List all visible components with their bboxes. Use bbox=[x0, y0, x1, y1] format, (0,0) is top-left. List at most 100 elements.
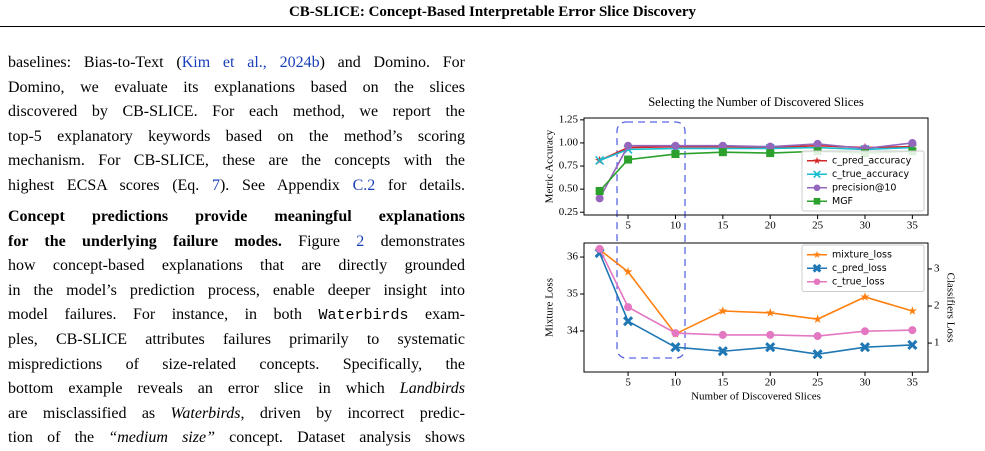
marker bbox=[624, 141, 633, 150]
x-tick-label: 20 bbox=[765, 220, 777, 232]
x-tick-label: 30 bbox=[859, 377, 871, 389]
y-tick-label: 1.00 bbox=[559, 136, 579, 148]
text: Figure bbox=[281, 232, 357, 250]
text-line: Domino, we evaluate its explanations bas… bbox=[8, 78, 465, 96]
text: Landbirds bbox=[399, 380, 465, 398]
marker bbox=[813, 314, 823, 324]
text: baselines: Bias-to-Text ( bbox=[8, 54, 182, 71]
marker bbox=[812, 349, 823, 360]
marker bbox=[813, 332, 822, 341]
y-tick-label: 0.50 bbox=[559, 183, 579, 195]
marker bbox=[766, 330, 775, 339]
marker bbox=[718, 148, 727, 157]
legend-label: MGF bbox=[832, 196, 853, 207]
x-tick-label: 10 bbox=[670, 220, 682, 232]
y-tick-label: 36 bbox=[567, 251, 579, 263]
series-line bbox=[599, 146, 913, 162]
x-tick-label: 5 bbox=[625, 220, 631, 232]
x-tick-label: 25 bbox=[812, 377, 824, 389]
text: for the underlying failure modes. bbox=[8, 232, 282, 250]
x-tick-label: 20 bbox=[765, 377, 777, 389]
text-line: in the model’s prediction process, enabl… bbox=[8, 281, 465, 299]
legend-box bbox=[801, 150, 925, 212]
series-line bbox=[598, 248, 913, 337]
figure-link[interactable]: 2 bbox=[356, 232, 365, 250]
legend-label: c_true_loss bbox=[832, 276, 885, 287]
marker bbox=[623, 316, 634, 327]
marker bbox=[813, 170, 821, 179]
text-line: highest ECSA scores (Eq. 7). See Appendi… bbox=[8, 174, 465, 199]
paragraph: baselines: Bias-to-Text (Kim et al., 202… bbox=[8, 51, 465, 199]
marker bbox=[907, 306, 917, 315]
y2-tick-label: 2 bbox=[934, 300, 940, 312]
marker bbox=[813, 156, 821, 164]
legend-label: mixture_loss bbox=[832, 249, 892, 260]
legend-label: precision@10 bbox=[832, 182, 896, 193]
text-line: how concept-based explanations that are … bbox=[8, 257, 465, 275]
marker bbox=[765, 342, 776, 353]
text-line: baselines: Bias-to-Text (Kim et al., 202… bbox=[8, 51, 465, 76]
marker bbox=[765, 308, 775, 317]
text: bottom example reveals an error slice in… bbox=[8, 380, 400, 398]
marker bbox=[859, 342, 871, 353]
text: for details. bbox=[375, 176, 465, 194]
marker bbox=[908, 138, 917, 147]
y-tick-label: 35 bbox=[567, 288, 579, 300]
series-line bbox=[598, 142, 913, 199]
text-line: mechanism. For CB-SLICE, these are the c… bbox=[8, 152, 465, 170]
marker bbox=[718, 330, 727, 339]
x-tick-label: 5 bbox=[625, 377, 631, 389]
marker bbox=[595, 186, 604, 195]
text: ). See Appendix bbox=[219, 176, 353, 194]
y-tick-label: 34 bbox=[567, 325, 579, 337]
text-line: top-5 explanatory keywords based on the … bbox=[8, 127, 465, 145]
x-tick-label: 35 bbox=[907, 377, 919, 389]
marker bbox=[908, 326, 917, 335]
text-line: Concept predictions provide meaningful e… bbox=[8, 208, 465, 225]
marker bbox=[717, 346, 728, 357]
text-line: mispredictions of size-related concepts.… bbox=[8, 355, 465, 373]
page: CB-SLICE: Concept-Based Interpretable Er… bbox=[0, 4, 985, 447]
marker bbox=[813, 250, 821, 258]
marker bbox=[671, 141, 680, 150]
marker bbox=[718, 141, 727, 150]
legend-box bbox=[801, 244, 925, 292]
x-tick-label: 25 bbox=[812, 220, 824, 232]
text-line: for the underlying failure modes. Figure… bbox=[8, 230, 465, 255]
marker bbox=[670, 342, 681, 353]
x-tick-label: 15 bbox=[717, 377, 729, 389]
marker bbox=[766, 142, 775, 151]
x-tick-label: 30 bbox=[859, 220, 871, 232]
chart-title: Selecting the Number of Discovered Slice… bbox=[648, 95, 864, 109]
marker bbox=[813, 139, 822, 148]
marker bbox=[595, 244, 604, 253]
highlight-box bbox=[616, 121, 686, 359]
series-line bbox=[599, 249, 913, 335]
marker bbox=[623, 267, 633, 276]
y-axis-label: Metric Accuracy bbox=[544, 129, 556, 203]
text: highest ECSA scores (Eq. bbox=[8, 176, 212, 194]
legend-label: c_pred_accuracy bbox=[832, 155, 912, 166]
text: , driven by incorrect predic- bbox=[240, 404, 465, 422]
text-line: ples, CB-SLICE attributes failures prima… bbox=[8, 330, 465, 348]
appendix-link[interactable]: C.2 bbox=[352, 176, 376, 194]
text-line: bottom example reveals an error slice in… bbox=[8, 377, 465, 402]
equation-link[interactable]: 7 bbox=[211, 176, 220, 194]
x-tick-label: 15 bbox=[717, 220, 729, 232]
citation-link[interactable]: Kim et al., 2024b bbox=[181, 54, 320, 71]
marker bbox=[595, 155, 605, 166]
marker bbox=[860, 292, 870, 301]
marker bbox=[671, 329, 680, 338]
marker bbox=[718, 306, 728, 315]
figure: Selecting the Number of Discovered Slice… bbox=[544, 95, 957, 403]
y2-axis-label: Classifiers Loss bbox=[944, 273, 956, 343]
text-line: discovered by CB-SLICE. For each method,… bbox=[8, 103, 465, 121]
text: model failures. For instance, in both bbox=[8, 306, 319, 324]
marker bbox=[766, 149, 775, 158]
text: ) and Domino. For bbox=[319, 54, 465, 71]
legend-label: c_pred_loss bbox=[832, 263, 887, 274]
marker bbox=[624, 303, 633, 312]
marker bbox=[671, 150, 680, 159]
y2-tick-label: 1 bbox=[934, 337, 940, 349]
marker bbox=[595, 194, 604, 203]
